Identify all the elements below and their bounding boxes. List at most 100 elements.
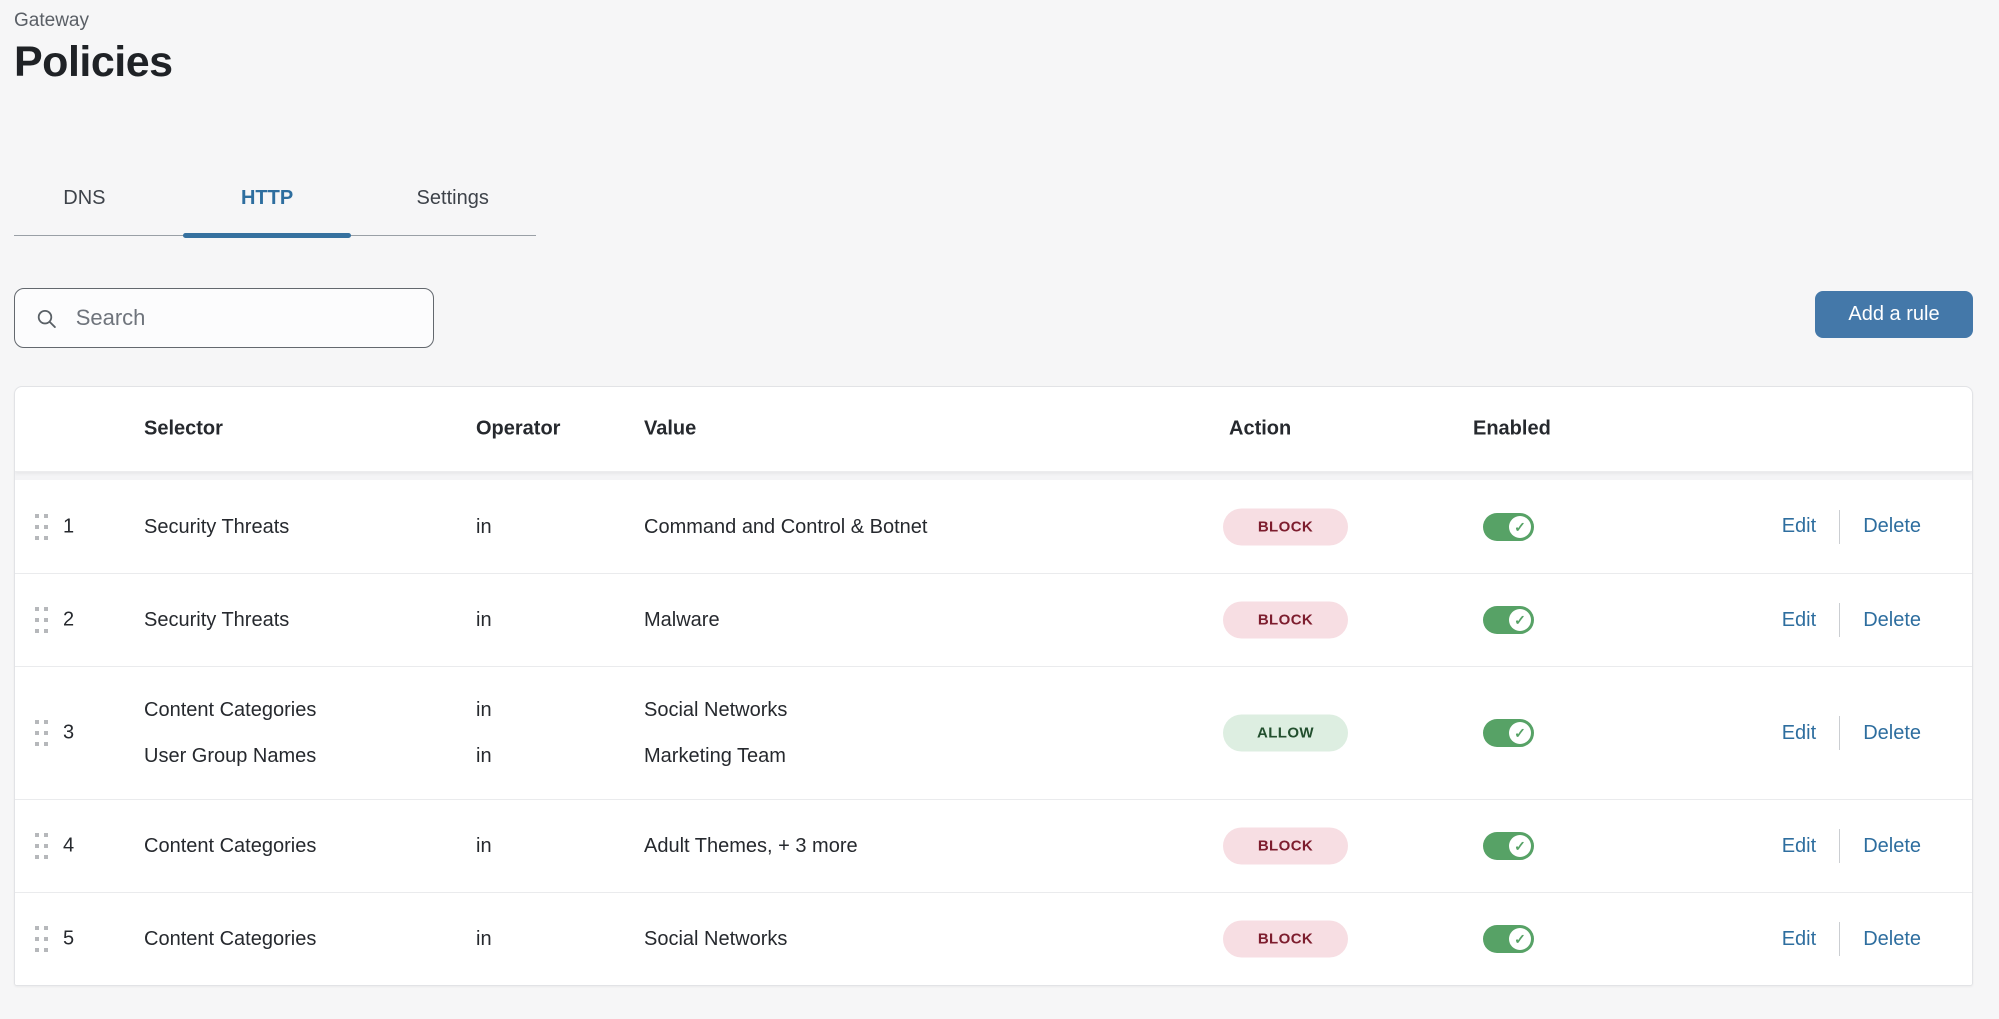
search-input-wrapper [14,288,434,348]
toggle-knob: ✓ [1509,722,1531,744]
add-rule-button[interactable]: Add a rule [1815,291,1973,338]
value-cell: Social Networks Marketing Team [644,687,787,779]
action-badge: BLOCK [1223,920,1348,958]
check-icon: ✓ [1514,518,1526,535]
drag-handle[interactable] [35,607,48,633]
edit-link[interactable]: Edit [1781,834,1817,857]
enabled-cell: ✓ [1483,606,1534,634]
value-cell: Command and Control & Botnet [644,504,928,550]
operator-text: in [476,835,492,857]
links-divider [1839,922,1841,956]
operator-text: in [476,699,492,721]
table-header: Selector Operator Value Action Enabled [15,387,1972,472]
rule-order-number: 1 [63,515,75,537]
selector-text: Security Threats [144,609,290,631]
edit-link[interactable]: Edit [1781,927,1817,950]
enabled-toggle[interactable]: ✓ [1483,719,1534,747]
tab-bar: DNS HTTP Settings [14,187,536,238]
enabled-cell: ✓ [1483,832,1534,860]
check-icon: ✓ [1514,612,1526,628]
column-header-value: Value [644,417,697,440]
operator-text: in [476,515,492,538]
action-cell: BLOCK [1208,508,1363,545]
enabled-toggle[interactable]: ✓ [1483,832,1534,860]
enabled-toggle[interactable]: ✓ [1483,925,1534,953]
search-icon [37,309,56,328]
value-cell: Social Networks [644,916,787,962]
enabled-toggle[interactable]: ✓ [1483,512,1534,541]
check-icon: ✓ [1514,931,1526,947]
action-cell: ALLOW [1208,714,1363,752]
enabled-cell: ✓ [1483,925,1534,953]
operator-text: in [476,745,492,767]
column-header-operator: Operator [476,417,561,440]
action-cell: BLOCK [1208,601,1363,639]
enabled-toggle[interactable]: ✓ [1483,606,1534,634]
selector-cell: Security Threats [144,504,289,550]
column-header-enabled: Enabled [1473,417,1551,440]
toggle-knob: ✓ [1509,835,1531,857]
search-input[interactable] [73,304,417,332]
delete-link[interactable]: Delete [1863,834,1921,857]
links-divider [1839,603,1841,637]
value-text: Malware [644,609,720,631]
table-row: 5 Content Categories in Social Networks BLOC… [15,892,1972,985]
check-icon: ✓ [1514,725,1526,741]
toolbar: Add a rule [14,288,1973,348]
toggle-knob: ✓ [1509,609,1531,631]
row-actions: Edit Delete [1782,603,1921,637]
drag-handle[interactable] [35,833,48,859]
operator-cell: in [476,597,492,643]
delete-link[interactable]: Delete [1863,515,1921,537]
column-header-action: Action [1229,417,1292,440]
operator-cell: in [476,916,492,962]
row-actions: Edit Delete [1782,829,1921,863]
value-cell: Adult Themes, + 3 more [644,823,858,869]
selector-cell: Content Categories User Group Names [144,687,316,779]
check-icon: ✓ [1514,838,1526,854]
tab-dns[interactable]: DNS [63,187,106,209]
value-text: Adult Themes, + 3 more [644,835,858,857]
selector-text: User Group Names [144,745,317,767]
enabled-cell: ✓ [1483,512,1534,541]
action-cell: BLOCK [1208,827,1363,865]
table-row: 1 Security Threats in Command and Control &… [15,480,1972,573]
value-cell: Malware [644,597,720,643]
edit-link[interactable]: Edit [1781,608,1817,631]
links-divider [1839,716,1841,750]
value-text: Command and Control & Botnet [644,515,928,538]
delete-link[interactable]: Delete [1863,927,1921,950]
table-body: 1 Security Threats in Command and Control &… [15,480,1972,985]
delete-link[interactable]: Delete [1863,608,1921,631]
action-badge: BLOCK [1223,827,1348,865]
breadcrumb[interactable]: Gateway [14,10,89,31]
delete-link[interactable]: Delete [1863,721,1921,744]
selector-cell: Security Threats [144,597,289,643]
drag-handle[interactable] [35,926,48,952]
tab-http[interactable]: HTTP [182,187,352,238]
column-header-selector: Selector [144,417,223,440]
edit-link[interactable]: Edit [1781,515,1817,537]
selector-text: Content Categories [144,928,317,950]
tab-settings[interactable]: Settings [416,187,489,209]
drag-handle[interactable] [35,513,48,540]
drag-handle[interactable] [35,720,48,746]
toggle-knob: ✓ [1509,515,1531,538]
rule-order-number: 5 [63,927,75,950]
rule-order-number: 3 [63,721,75,744]
value-text: Social Networks [644,928,788,950]
row-actions: Edit Delete [1782,922,1921,956]
rule-order-number: 4 [63,834,75,857]
rule-order-number: 2 [63,608,75,631]
action-badge: BLOCK [1223,508,1348,545]
value-text: Social Networks [644,699,788,721]
edit-link[interactable]: Edit [1781,721,1817,744]
row-actions: Edit Delete [1781,509,1921,544]
value-text: Marketing Team [644,745,786,767]
selector-text: Security Threats [144,515,290,538]
table-row: 4 Content Categories in Adult Themes, + 3 m… [15,799,1972,892]
action-badge: BLOCK [1223,601,1348,639]
links-divider [1839,509,1841,544]
gateway-policies-page: Gateway Policies DNS HTTP Settings Add a… [14,0,1973,986]
selector-cell: Content Categories [144,823,316,869]
